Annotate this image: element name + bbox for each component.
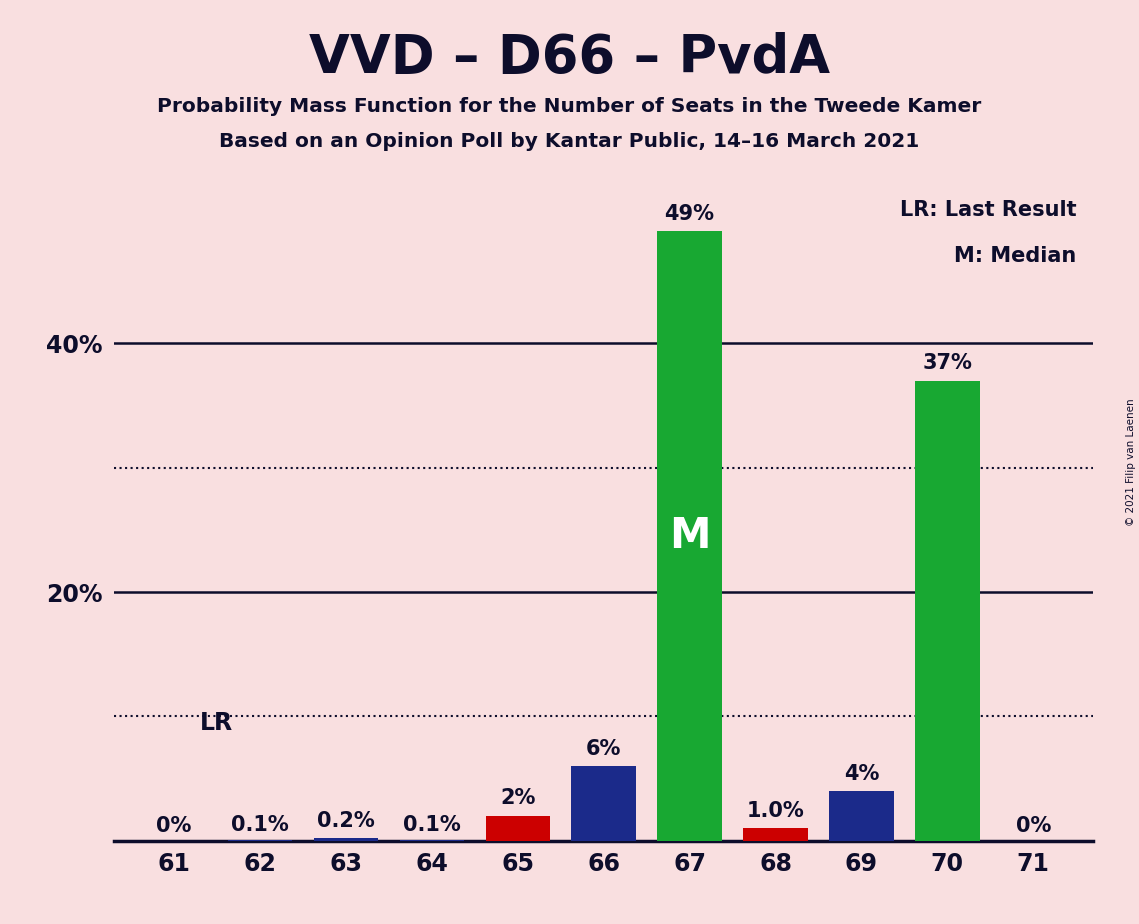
Text: M: Median: M: Median: [954, 247, 1076, 266]
Bar: [400, 840, 464, 841]
Text: 49%: 49%: [664, 204, 714, 224]
Bar: [829, 791, 894, 841]
Text: 37%: 37%: [923, 353, 973, 373]
Text: LR: Last Result: LR: Last Result: [900, 201, 1076, 220]
Bar: [744, 829, 808, 841]
Bar: [657, 231, 722, 841]
Text: 0.2%: 0.2%: [317, 811, 375, 831]
Bar: [572, 766, 636, 841]
Text: 0.1%: 0.1%: [231, 815, 289, 834]
Bar: [313, 838, 378, 841]
Text: 6%: 6%: [585, 739, 622, 759]
Text: M: M: [669, 515, 711, 557]
Text: 0.1%: 0.1%: [403, 815, 460, 834]
Text: VVD – D66 – PvdA: VVD – D66 – PvdA: [309, 32, 830, 84]
Text: 4%: 4%: [844, 763, 879, 784]
Text: 2%: 2%: [500, 788, 535, 808]
Text: 1.0%: 1.0%: [747, 801, 804, 821]
Text: LR: LR: [199, 711, 233, 736]
Text: Based on an Opinion Poll by Kantar Public, 14–16 March 2021: Based on an Opinion Poll by Kantar Publi…: [220, 132, 919, 152]
Bar: [228, 840, 293, 841]
Bar: [485, 816, 550, 841]
Text: Probability Mass Function for the Number of Seats in the Tweede Kamer: Probability Mass Function for the Number…: [157, 97, 982, 116]
Text: © 2021 Filip van Laenen: © 2021 Filip van Laenen: [1126, 398, 1136, 526]
Text: 0%: 0%: [1016, 816, 1051, 836]
Bar: [915, 381, 980, 841]
Text: 0%: 0%: [156, 816, 191, 836]
